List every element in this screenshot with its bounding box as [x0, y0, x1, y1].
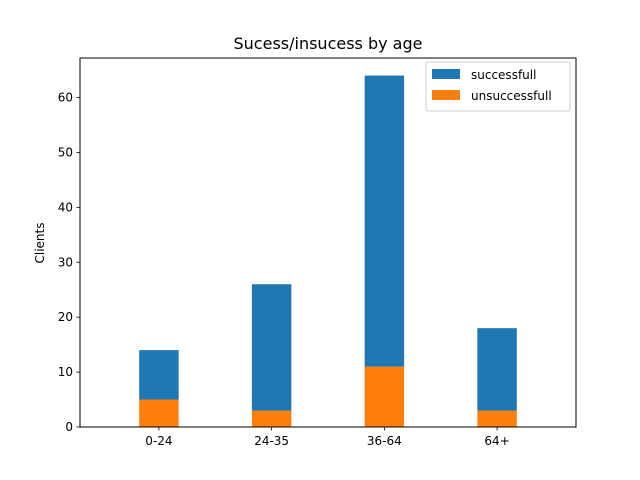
legend: successfull unsuccessfull	[425, 61, 571, 112]
y-tick-label: 50	[58, 145, 73, 159]
legend-label-unsuccessfull: unsuccessfull	[471, 89, 552, 103]
y-axis-ticks: 0 10 20 30 40 50 60	[58, 91, 80, 434]
y-tick-label: 40	[58, 200, 73, 214]
x-tick-label: 24-35	[254, 434, 289, 448]
bars-layer	[139, 75, 517, 427]
bar-successfull-64	[477, 328, 517, 411]
y-tick-label: 30	[58, 255, 73, 269]
chart-title: Sucess/insucess by age	[234, 34, 423, 53]
bar-successfull-36-64	[364, 75, 405, 367]
bar-unsuccessfull-24-35	[251, 410, 292, 427]
legend-swatch-unsuccessfull	[432, 90, 460, 100]
y-tick-label: 20	[58, 310, 73, 324]
bar-successfull-0-24	[139, 350, 179, 400]
y-axis-title: Clients	[33, 223, 47, 264]
x-tick-label: 64+	[484, 434, 509, 448]
x-tick-label: 0-24	[145, 434, 172, 448]
legend-box	[425, 61, 571, 112]
y-tick-label: 60	[58, 91, 73, 105]
x-axis-ticks: 0-24 24-35 36-64 64+	[145, 427, 510, 448]
y-tick-label: 10	[58, 365, 73, 379]
plot-frame	[79, 57, 577, 428]
x-tick-label: 36-64	[367, 434, 402, 448]
bar-unsuccessfull-0-24	[139, 399, 179, 427]
y-tick-label: 0	[65, 420, 73, 434]
legend-swatch-successfull	[432, 69, 460, 79]
legend-label-successfull: successfull	[471, 68, 536, 82]
bar-successfull-24-35	[251, 284, 292, 411]
bar-unsuccessfull-36-64	[364, 366, 405, 427]
bar-unsuccessfull-64	[477, 410, 517, 427]
